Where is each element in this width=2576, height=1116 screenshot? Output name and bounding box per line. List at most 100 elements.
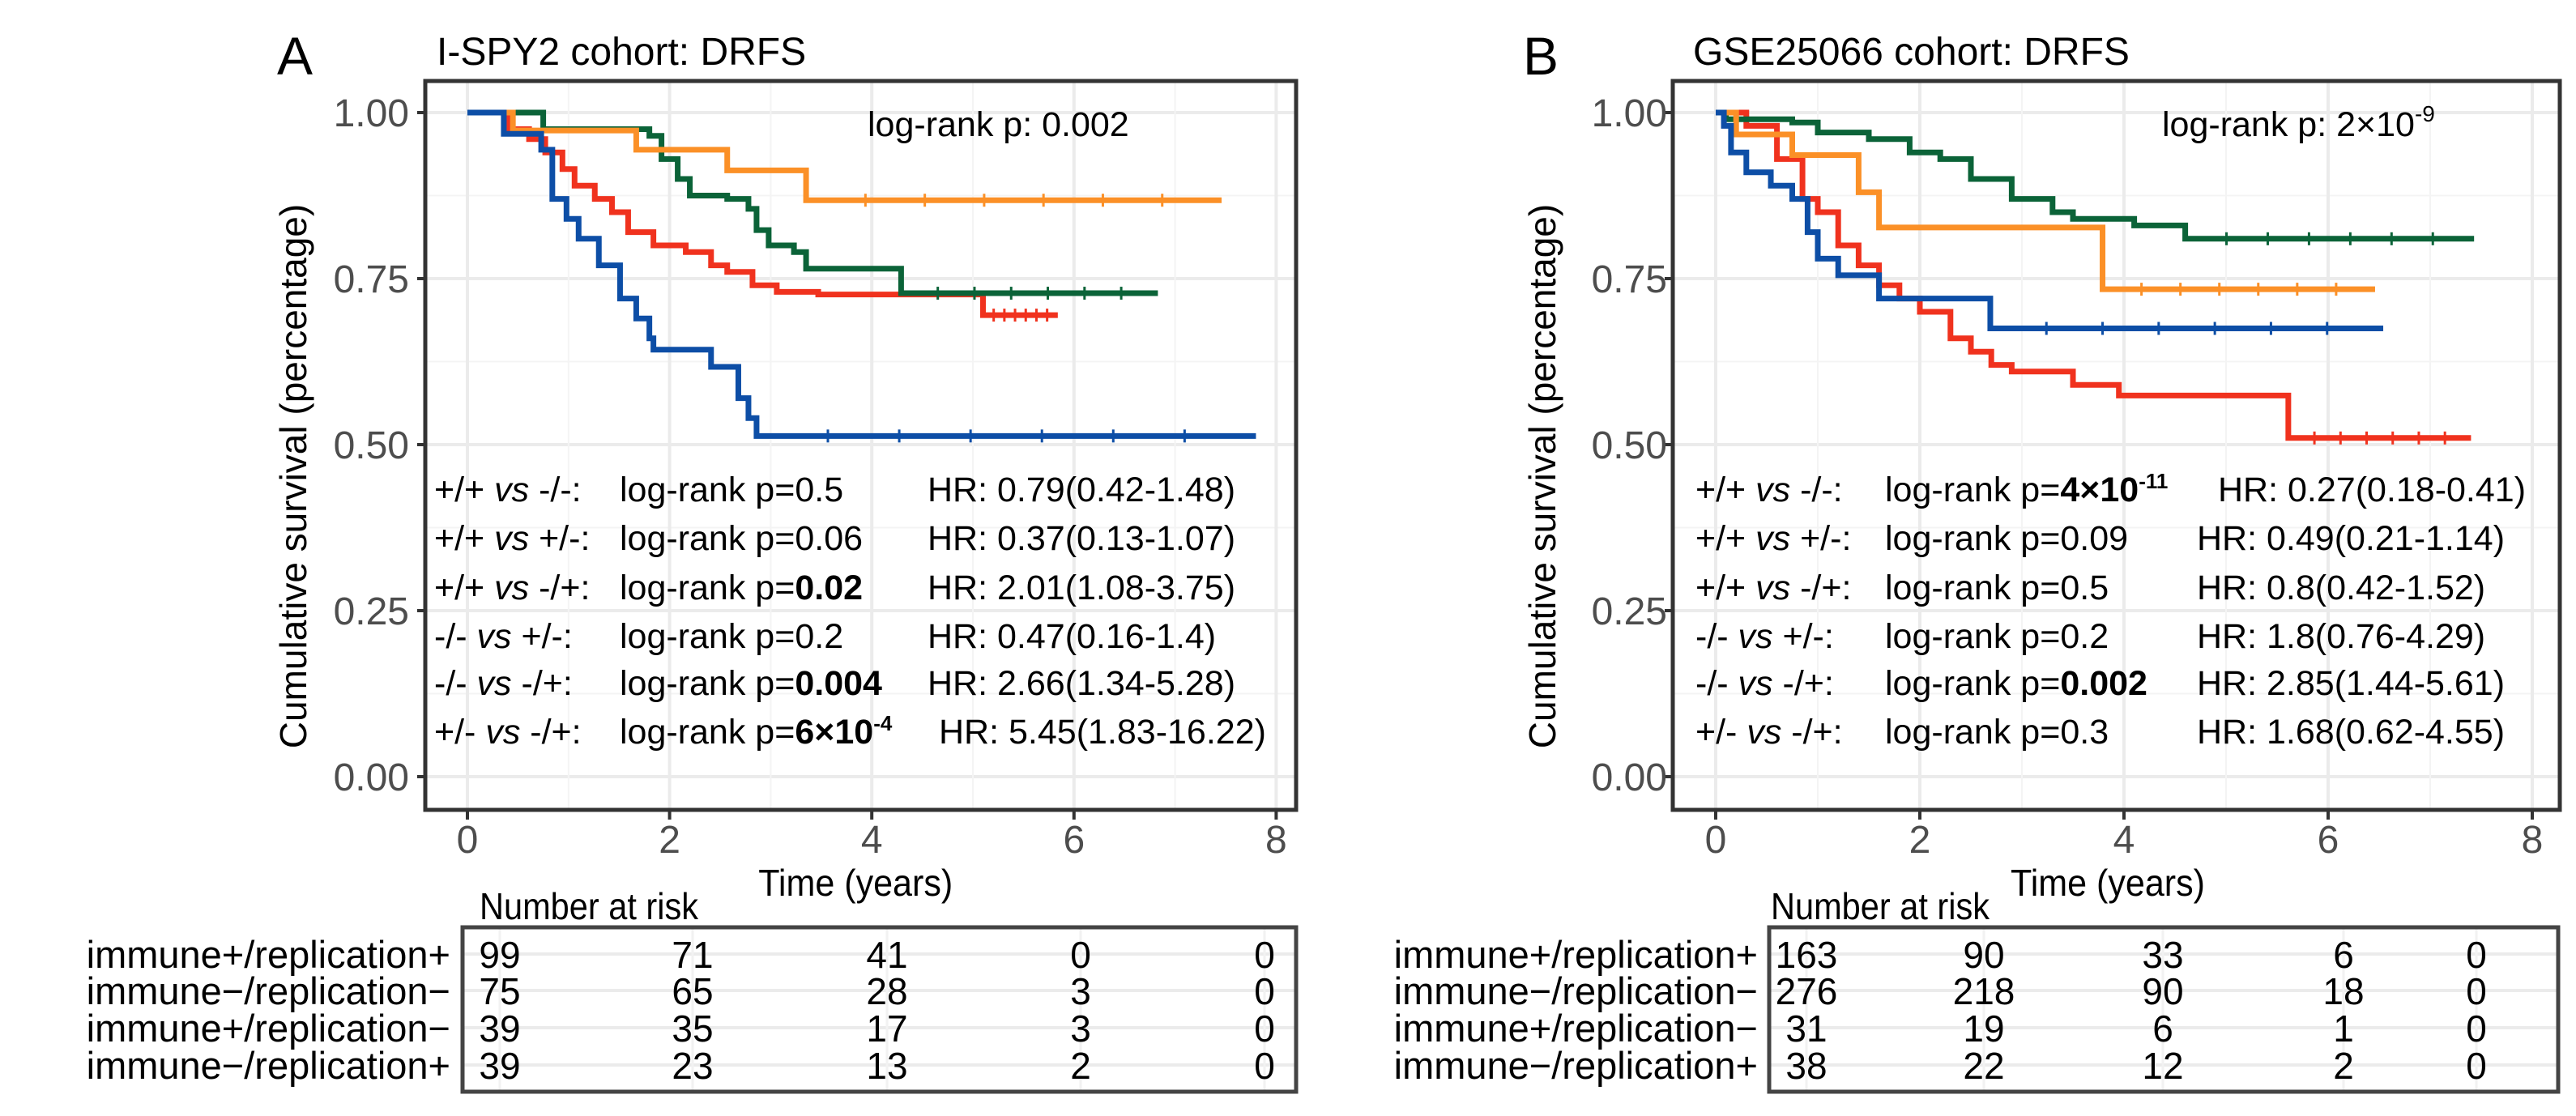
- p-value: 0.02: [795, 569, 863, 607]
- p-prefix: log-rank p=: [620, 519, 795, 558]
- panel-letter: A: [277, 26, 313, 86]
- group-b: +/-:: [1773, 617, 1834, 656]
- group-b: +/-:: [512, 617, 573, 656]
- vs-text: vs: [477, 664, 512, 703]
- risk-count: 28: [866, 970, 907, 1012]
- overall-p-value: 0.002: [1042, 105, 1129, 144]
- hazard-ratio: HR: 1.8(0.76-4.29): [2197, 617, 2485, 656]
- risk-row-label: immune−/replication−: [1394, 969, 1758, 1012]
- y-tick-label: 0.25: [1592, 590, 1667, 633]
- risk-table: Number at risk immune+/replication+ 99 71 41…: [87, 885, 1299, 1094]
- km-curve-immune-replication-: [467, 109, 1222, 203]
- p-prefix: log-rank p=: [1885, 569, 2060, 607]
- comparison-logrank-p: log-rank p=0.2: [620, 617, 843, 656]
- risk-count: 19: [1963, 1007, 2004, 1050]
- vs-text: vs: [485, 713, 520, 752]
- comparison-logrank-p: log-rank p=0.06: [620, 519, 863, 558]
- overall-p-value: 2×10: [2336, 105, 2415, 144]
- group-a: +/+: [1695, 471, 1755, 509]
- p-prefix: log-rank p=: [620, 471, 795, 509]
- x-axis-label: Time (years): [2011, 862, 2205, 904]
- risk-row-label: immune+/replication−: [87, 1007, 450, 1050]
- group-a: +/-: [434, 713, 485, 752]
- risk-count: 75: [479, 970, 520, 1012]
- km-curve-immune-replication-: [467, 109, 1158, 296]
- comparison-logrank-p: log-rank p=0.02: [620, 569, 863, 607]
- comparison-label: -/- vs -/+:: [1695, 664, 1834, 703]
- comparison-logrank-p: log-rank p=0.5: [620, 471, 843, 509]
- km-curve-immune-replication-: [1716, 109, 2384, 331]
- comparison-logrank-p: log-rank p=0.3: [1885, 713, 2109, 752]
- group-b: -/-:: [1790, 471, 1842, 509]
- x-tick-label: 6: [2318, 819, 2339, 862]
- risk-table-frame: [1767, 925, 2561, 1094]
- p-exponent: -4: [873, 711, 893, 735]
- comparison-label: +/+ vs -/-:: [1695, 471, 1843, 509]
- p-prefix: log-rank p=: [620, 617, 795, 656]
- p-prefix: log-rank p=: [1885, 664, 2060, 703]
- p-prefix: log-rank p=: [1885, 471, 2060, 509]
- risk-row-label: immune+/replication+: [1394, 933, 1758, 976]
- comparison-label: -/- vs +/-:: [1695, 617, 1834, 656]
- y-tick-label: 0.50: [1592, 424, 1667, 467]
- km-curve-immune-replication-: [1716, 109, 2375, 292]
- hazard-ratio: HR: 0.49(0.21-1.14): [2197, 519, 2505, 558]
- hazard-ratio: HR: 0.79(0.42-1.48): [928, 471, 1235, 509]
- risk-count: 0: [1254, 934, 1275, 976]
- group-a: +/+: [434, 471, 494, 509]
- y-tick-label: 0.75: [334, 258, 409, 301]
- comparison-logrank-p: log-rank p=0.004: [620, 664, 882, 703]
- overall-p-exponent: -9: [2415, 101, 2435, 126]
- risk-count: 0: [2466, 934, 2487, 976]
- risk-count: 65: [672, 970, 713, 1012]
- risk-count: 163: [1776, 934, 1838, 976]
- km-curve-immune-replication-: [1716, 109, 2475, 242]
- p-value: 0.5: [795, 471, 843, 509]
- group-b: -/+:: [1773, 664, 1834, 703]
- p-value: 0.09: [2060, 519, 2128, 558]
- comparison-label: +/+ vs +/-:: [1695, 519, 1851, 558]
- p-value: 0.5: [2060, 569, 2109, 607]
- hazard-ratio: HR: 0.27(0.18-0.41): [2218, 471, 2526, 509]
- risk-count: 12: [2142, 1045, 2183, 1087]
- overall-logrank-p: log-rank p: 0.002: [868, 105, 1129, 144]
- p-prefix: log-rank p=: [1885, 617, 2060, 656]
- p-value: 6×10: [795, 713, 873, 752]
- risk-row-label: immune−/replication+: [1394, 1044, 1758, 1087]
- vs-text: vs: [1738, 617, 1773, 656]
- group-b: -/+:: [1781, 713, 1842, 752]
- p-value: 0.002: [2060, 664, 2147, 703]
- y-tick-label: 1.00: [334, 92, 409, 135]
- risk-row-label: immune−/replication−: [87, 969, 450, 1012]
- risk-count: 35: [672, 1007, 713, 1050]
- y-tick-label: 0.00: [334, 756, 409, 799]
- group-b: -/+:: [529, 569, 590, 607]
- group-b: -/+:: [520, 713, 581, 752]
- panel-b: B GSE25066 cohort: DRFS0.000.250.500.751.…: [1394, 26, 2562, 1094]
- risk-count: 0: [1070, 934, 1091, 976]
- km-curve-immune-replication-: [467, 109, 1256, 439]
- y-tick-label: 0.50: [334, 424, 409, 467]
- panel-a: A I-SPY2 cohort: DRFS0.000.250.500.751.00…: [87, 26, 1299, 1094]
- risk-count: 0: [1254, 970, 1275, 1012]
- group-a: +/-: [1695, 713, 1746, 752]
- y-axis-label: Cumulative survival (percentage): [272, 204, 314, 748]
- risk-table-title: Number at risk: [480, 885, 699, 927]
- p-value: 0.2: [2060, 617, 2109, 656]
- vs-text: vs: [1746, 713, 1781, 752]
- hazard-ratio: HR: 0.37(0.13-1.07): [928, 519, 1235, 558]
- group-a: +/+: [1695, 519, 1755, 558]
- overall-p-prefix: log-rank p:: [868, 105, 1042, 144]
- risk-count: 90: [1963, 934, 2004, 976]
- risk-count: 6: [2152, 1007, 2173, 1050]
- overall-p-prefix: log-rank p:: [2162, 105, 2336, 144]
- group-a: +/+: [434, 519, 494, 558]
- comparison-logrank-p: log-rank p=0.002: [1885, 664, 2147, 703]
- risk-count: 33: [2142, 934, 2183, 976]
- x-tick-label: 2: [1909, 819, 1931, 862]
- risk-count: 0: [1254, 1007, 1275, 1050]
- p-prefix: log-rank p=: [1885, 519, 2060, 558]
- risk-count: 31: [1785, 1007, 1827, 1050]
- x-tick-label: 4: [2113, 819, 2135, 862]
